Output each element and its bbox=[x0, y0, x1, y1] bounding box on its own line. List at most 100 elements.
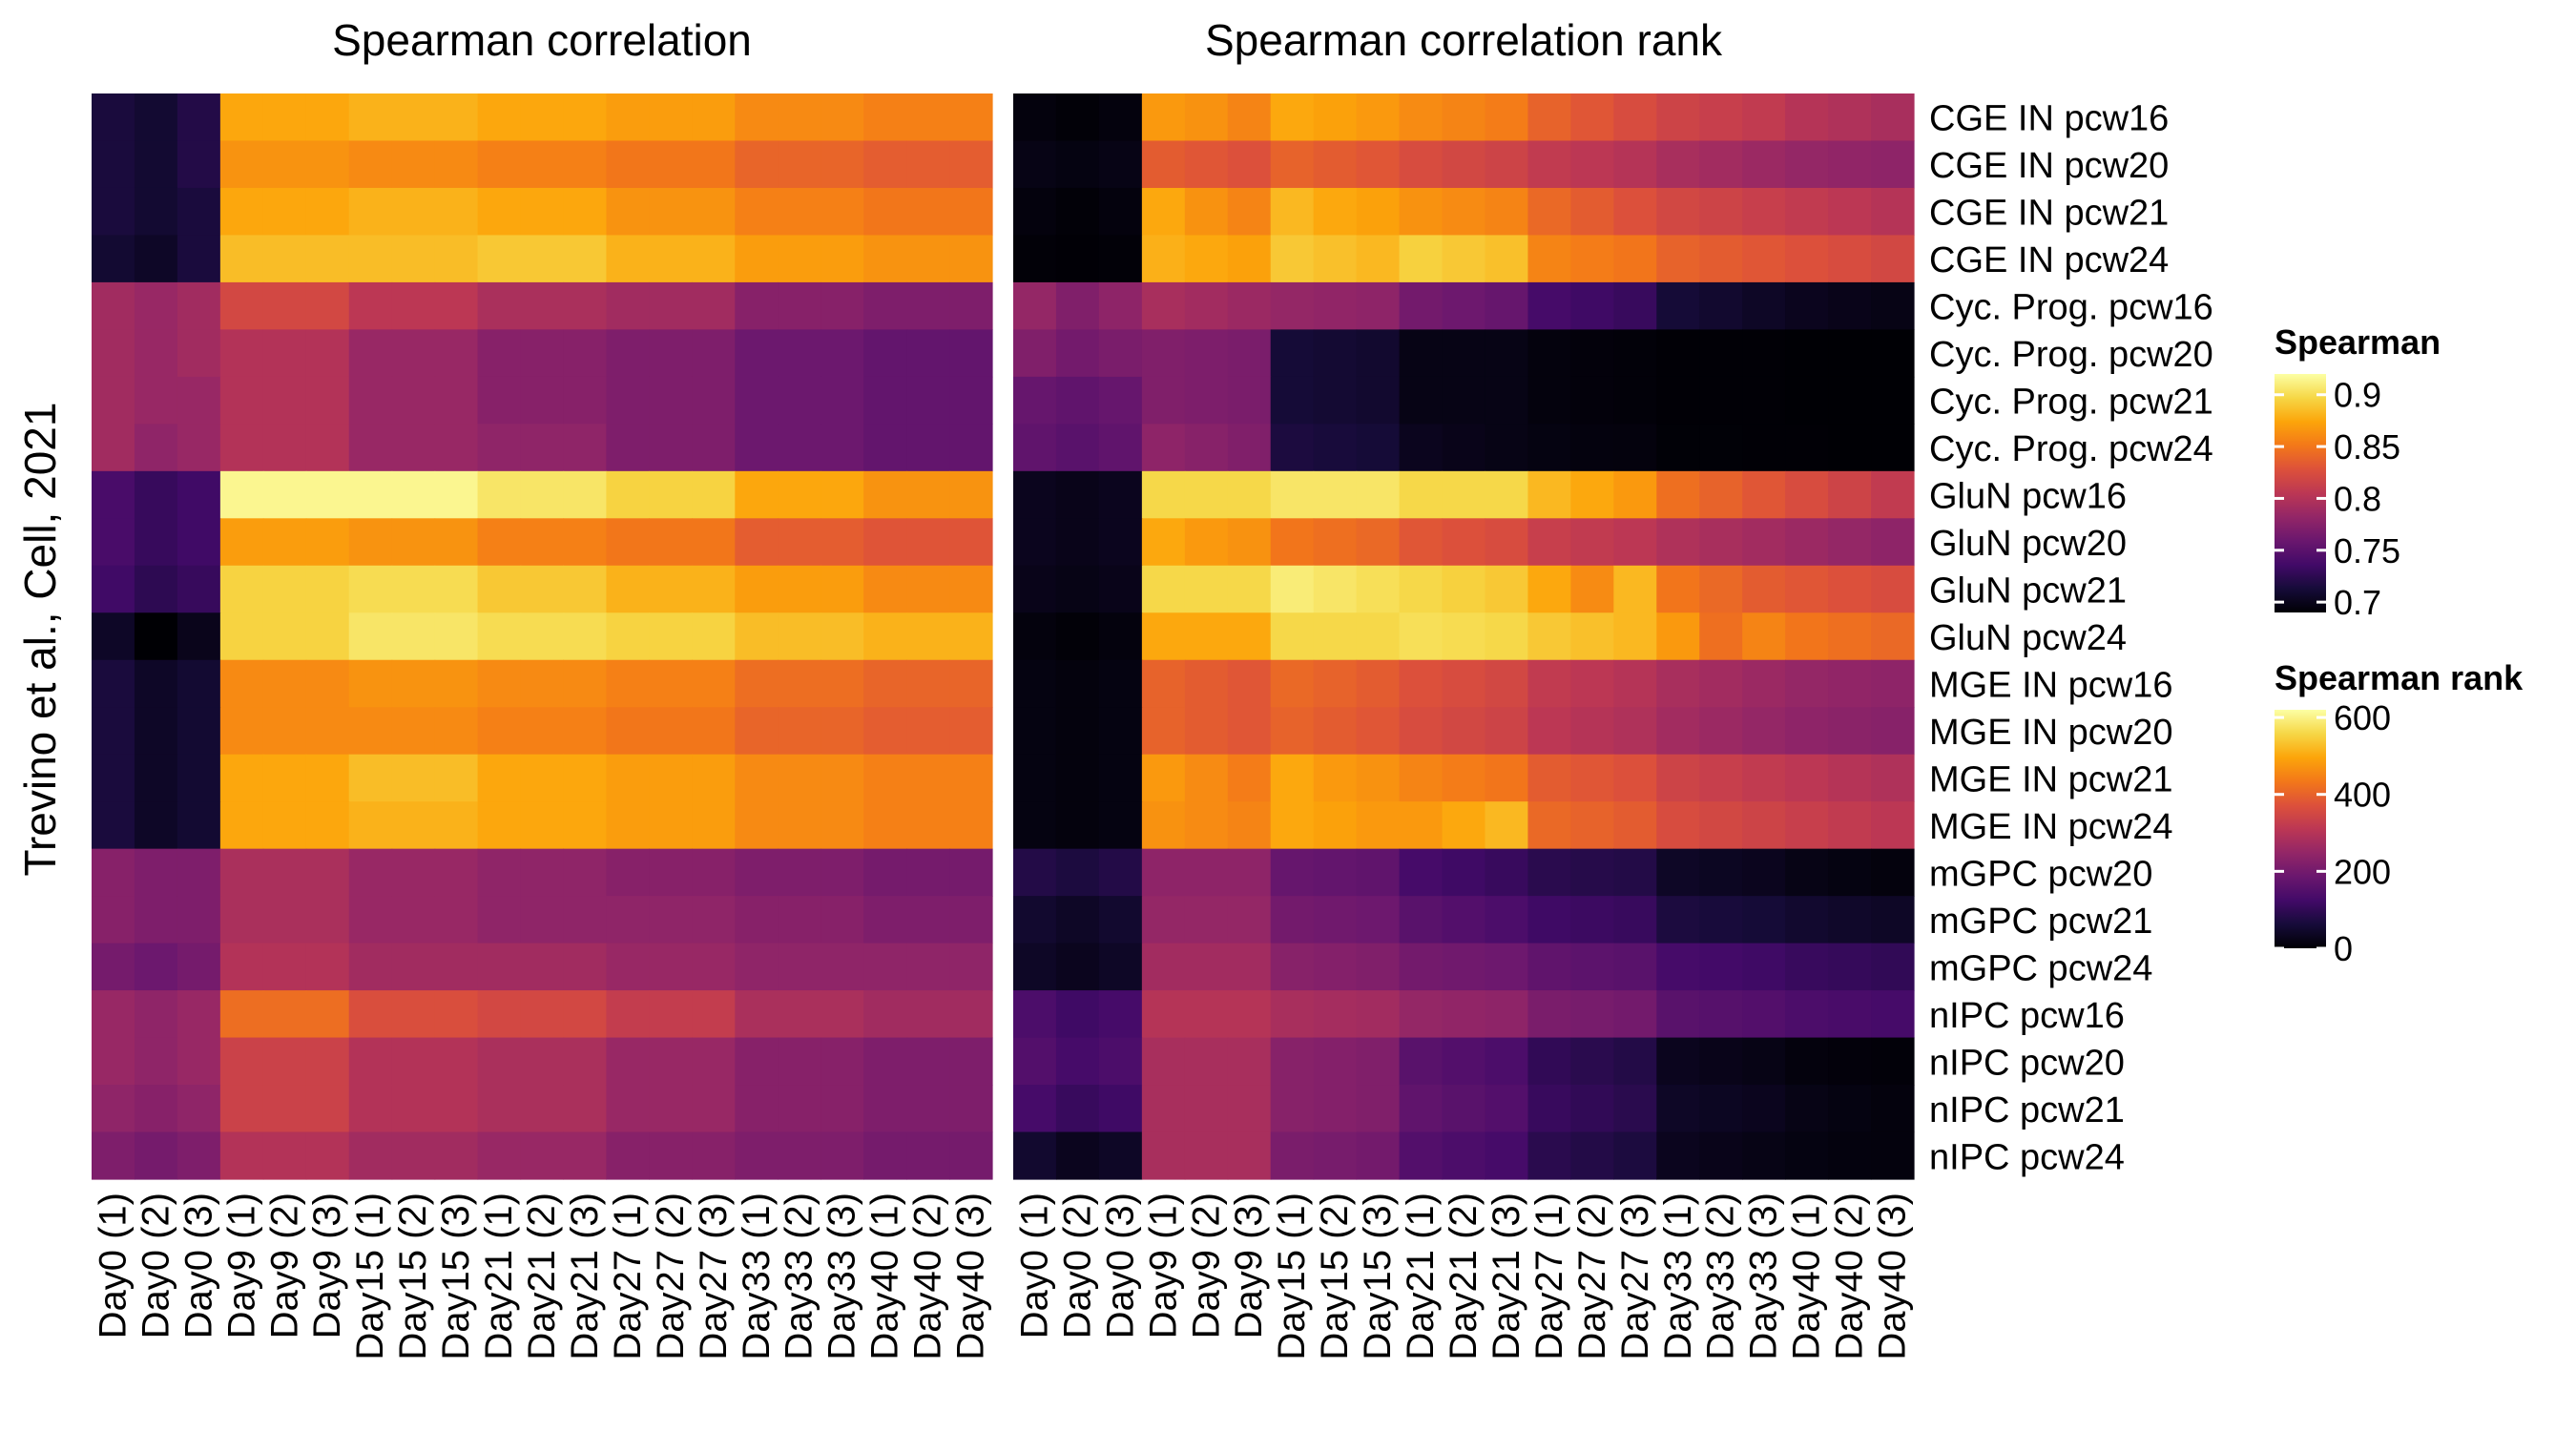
heatmap-cell-1-3-13 bbox=[1570, 235, 1614, 283]
heatmap-cell-1-9-17 bbox=[1742, 518, 1786, 567]
heatmap-cell-0-11-5 bbox=[305, 612, 350, 661]
heatmap-cell-1-0-20 bbox=[1871, 93, 1915, 142]
heatmap-cell-1-0-9 bbox=[1399, 93, 1444, 142]
heatmap-cell-1-10-10 bbox=[1442, 565, 1486, 613]
heatmap-cell-1-11-14 bbox=[1613, 612, 1657, 661]
heatmap-cell-1-7-12 bbox=[1527, 424, 1571, 472]
row-label-cyc-prog-pcw24: Cyc. Prog. pcw24 bbox=[1929, 429, 2213, 469]
x-tick-label-day15-2: Day15 (2) bbox=[392, 1192, 434, 1360]
heatmap-cell-1-12-7 bbox=[1313, 659, 1358, 708]
heatmap-cell-1-18-0 bbox=[1013, 943, 1057, 991]
heatmap-cell-1-7-13 bbox=[1570, 424, 1614, 472]
heatmap-cell-0-6-13 bbox=[649, 376, 693, 425]
heatmap-cell-0-0-20 bbox=[949, 93, 993, 142]
heatmap-cell-0-0-5 bbox=[305, 93, 350, 142]
heatmap-cell-1-17-13 bbox=[1570, 896, 1614, 944]
heatmap-cell-1-10-5 bbox=[1227, 565, 1272, 613]
heatmap-cell-1-12-8 bbox=[1356, 659, 1401, 708]
heatmap-cell-0-13-7 bbox=[391, 707, 436, 756]
heatmap-cell-0-17-7 bbox=[391, 896, 436, 944]
heatmap-cell-1-1-1 bbox=[1055, 140, 1100, 189]
heatmap-cell-1-19-15 bbox=[1656, 990, 1700, 1039]
heatmap-cell-0-21-7 bbox=[391, 1085, 436, 1133]
heatmap-cell-0-11-7 bbox=[391, 612, 436, 661]
heatmap-cell-0-4-0 bbox=[92, 281, 135, 330]
heatmap-cell-1-4-19 bbox=[1828, 281, 1872, 330]
heatmap-cell-1-19-5 bbox=[1227, 990, 1272, 1039]
heatmap-cell-1-10-18 bbox=[1785, 565, 1829, 613]
heatmap-cell-0-3-0 bbox=[92, 235, 135, 283]
heatmap-cell-1-20-14 bbox=[1613, 1037, 1657, 1086]
heatmap-cell-0-1-12 bbox=[606, 140, 650, 189]
heatmap-cell-1-22-4 bbox=[1184, 1131, 1229, 1180]
heatmap-cell-1-22-6 bbox=[1270, 1131, 1315, 1180]
heatmap-cell-0-17-4 bbox=[262, 896, 307, 944]
row-label-cge-in-pcw20: CGE IN pcw20 bbox=[1929, 146, 2169, 186]
heatmap-cell-0-6-9 bbox=[477, 376, 522, 425]
heatmap-cell-0-5-18 bbox=[863, 329, 907, 378]
heatmap-cell-0-22-0 bbox=[92, 1131, 135, 1180]
heatmap-cell-0-21-10 bbox=[520, 1085, 565, 1133]
heatmap-cell-0-3-17 bbox=[821, 235, 864, 283]
heatmap-cell-0-10-14 bbox=[692, 565, 736, 613]
heatmap-cell-0-13-5 bbox=[305, 707, 350, 756]
heatmap-cell-1-0-12 bbox=[1527, 93, 1571, 142]
heatmap-cell-1-21-9 bbox=[1399, 1085, 1444, 1133]
heatmap-cell-1-4-4 bbox=[1184, 281, 1229, 330]
heatmap-cell-0-21-15 bbox=[735, 1085, 779, 1133]
heatmap-cell-1-14-4 bbox=[1184, 754, 1229, 802]
heatmap-cell-0-5-3 bbox=[219, 329, 264, 378]
heatmap-cell-0-13-4 bbox=[262, 707, 307, 756]
row-labels: CGE IN pcw16 CGE IN pcw20 CGE IN pcw21 CGE … bbox=[1929, 99, 2213, 1178]
heatmap-cell-0-21-20 bbox=[949, 1085, 993, 1133]
row-label-cge-in-pcw24: CGE IN pcw24 bbox=[1929, 240, 2169, 280]
heatmap-cell-1-2-18 bbox=[1785, 187, 1829, 237]
legend-tick-label: 200 bbox=[2334, 852, 2391, 891]
heatmap-cell-1-9-14 bbox=[1613, 518, 1657, 567]
heatmap-cell-0-11-18 bbox=[863, 612, 907, 661]
heatmap-cell-0-0-9 bbox=[477, 93, 522, 142]
heatmap-cell-1-5-0 bbox=[1013, 329, 1057, 378]
heatmap-cell-1-13-1 bbox=[1055, 707, 1100, 756]
heatmap-cell-0-6-4 bbox=[262, 376, 307, 425]
heatmap-cell-1-6-8 bbox=[1356, 376, 1401, 425]
heatmap-cell-1-21-11 bbox=[1485, 1085, 1529, 1133]
heatmap-cell-1-14-0 bbox=[1013, 754, 1057, 802]
heatmap-cell-0-1-2 bbox=[177, 140, 221, 189]
heatmap-cell-1-10-2 bbox=[1098, 565, 1143, 613]
heatmap-cell-0-5-9 bbox=[477, 329, 522, 378]
heatmap-cell-1-8-2 bbox=[1098, 470, 1143, 519]
heatmap-cell-1-8-0 bbox=[1013, 470, 1057, 519]
heatmap-cell-0-11-2 bbox=[177, 612, 221, 661]
heatmap-cell-1-5-19 bbox=[1828, 329, 1872, 378]
heatmap-cell-1-4-11 bbox=[1485, 281, 1529, 330]
heatmap-cell-1-4-20 bbox=[1871, 281, 1915, 330]
heatmap-cell-0-8-1 bbox=[134, 470, 178, 519]
heatmap-cell-1-15-7 bbox=[1313, 801, 1358, 850]
heatmap-cell-0-10-0 bbox=[92, 565, 135, 613]
x-tick-label-day15-2: Day15 (2) bbox=[1314, 1192, 1356, 1360]
heatmap-cell-1-3-16 bbox=[1699, 235, 1743, 283]
heatmap-cell-1-9-7 bbox=[1313, 518, 1358, 567]
x-tick-label-day21-3: Day21 (3) bbox=[564, 1192, 606, 1360]
heatmap-cell-0-8-3 bbox=[219, 470, 264, 519]
heatmap-cell-1-4-5 bbox=[1227, 281, 1272, 330]
heatmap-cell-0-5-10 bbox=[520, 329, 565, 378]
heatmap-cell-1-6-1 bbox=[1055, 376, 1100, 425]
heatmap-cell-0-8-9 bbox=[477, 470, 522, 519]
heatmap-cell-0-17-19 bbox=[906, 896, 950, 944]
heatmap-cell-0-21-16 bbox=[778, 1085, 821, 1133]
heatmap-cell-0-20-18 bbox=[863, 1037, 907, 1086]
heatmap-cell-1-10-8 bbox=[1356, 565, 1401, 613]
heatmap-cell-0-12-20 bbox=[949, 659, 993, 708]
heatmap-cell-1-13-15 bbox=[1656, 707, 1700, 756]
heatmap-cell-1-14-8 bbox=[1356, 754, 1401, 802]
heatmap-cell-0-17-11 bbox=[563, 896, 608, 944]
heatmap-cell-1-21-1 bbox=[1055, 1085, 1100, 1133]
heatmap-cell-1-7-11 bbox=[1485, 424, 1529, 472]
heatmap-cell-1-18-8 bbox=[1356, 943, 1401, 991]
heatmap-cell-1-13-8 bbox=[1356, 707, 1401, 756]
heatmap-cell-0-22-19 bbox=[906, 1131, 950, 1180]
heatmap-cell-0-2-15 bbox=[735, 187, 779, 237]
heatmap-cell-0-22-14 bbox=[692, 1131, 736, 1180]
